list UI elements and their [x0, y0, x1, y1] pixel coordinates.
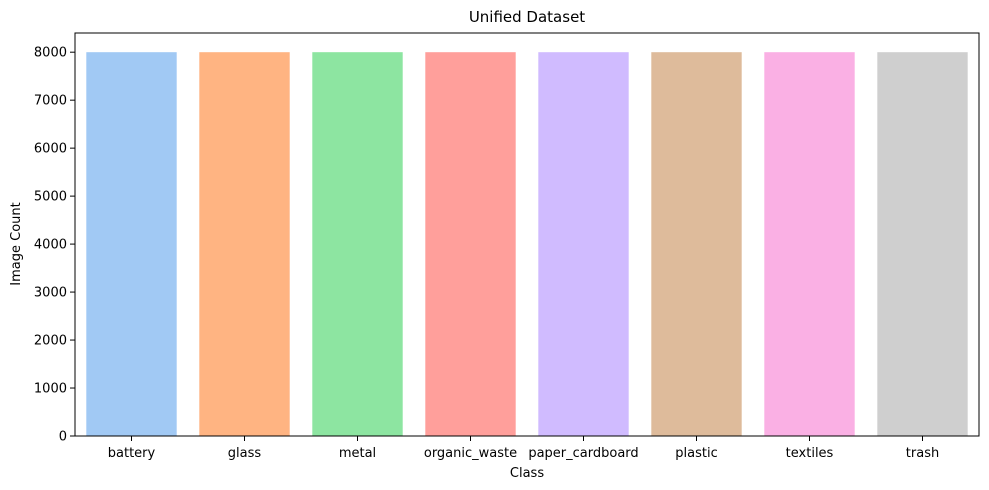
- y-tick-label: 8000: [34, 46, 67, 61]
- plot-area: [74, 32, 980, 437]
- y-tick-label: 4000: [34, 238, 67, 253]
- x-tick-label-paper_cardboard: paper_cardboard: [528, 446, 638, 461]
- x-axis: battery glass metal organic_waste paper_card…: [108, 436, 939, 461]
- bar-organic_waste: [425, 52, 516, 436]
- x-tick-label-organic_waste: organic_waste: [424, 446, 517, 461]
- y-axis: 0 1000 2000 3000 4000 5000 6000 7000 8000: [34, 46, 75, 445]
- y-tick-label: 1000: [34, 382, 67, 397]
- y-axis-title: Image Count: [9, 202, 24, 285]
- x-tick-label-textiles: textiles: [786, 446, 834, 461]
- y-tick-label: 5000: [34, 190, 67, 205]
- chart-title: Unified Dataset: [469, 8, 585, 26]
- bar-glass: [199, 52, 290, 436]
- y-tick-label: 0: [59, 430, 67, 445]
- y-tick-label: 7000: [34, 94, 67, 109]
- x-tick-label-battery: battery: [108, 446, 156, 461]
- x-axis-title: Class: [510, 466, 544, 481]
- x-tick-label-trash: trash: [906, 446, 939, 461]
- bar-plastic: [651, 52, 742, 436]
- bar-metal: [312, 52, 403, 436]
- bar-battery: [86, 52, 177, 436]
- bar-textiles: [764, 52, 855, 436]
- bar-trash: [877, 52, 968, 436]
- y-tick-label: 3000: [34, 286, 67, 301]
- y-tick-label: 2000: [34, 334, 67, 349]
- y-tick-label: 6000: [34, 142, 67, 157]
- plot-frame: [74, 32, 980, 437]
- x-tick-label-glass: glass: [228, 446, 262, 461]
- x-tick-label-metal: metal: [339, 446, 376, 461]
- bar-paper_cardboard: [538, 52, 629, 436]
- x-tick-label-plastic: plastic: [675, 446, 717, 461]
